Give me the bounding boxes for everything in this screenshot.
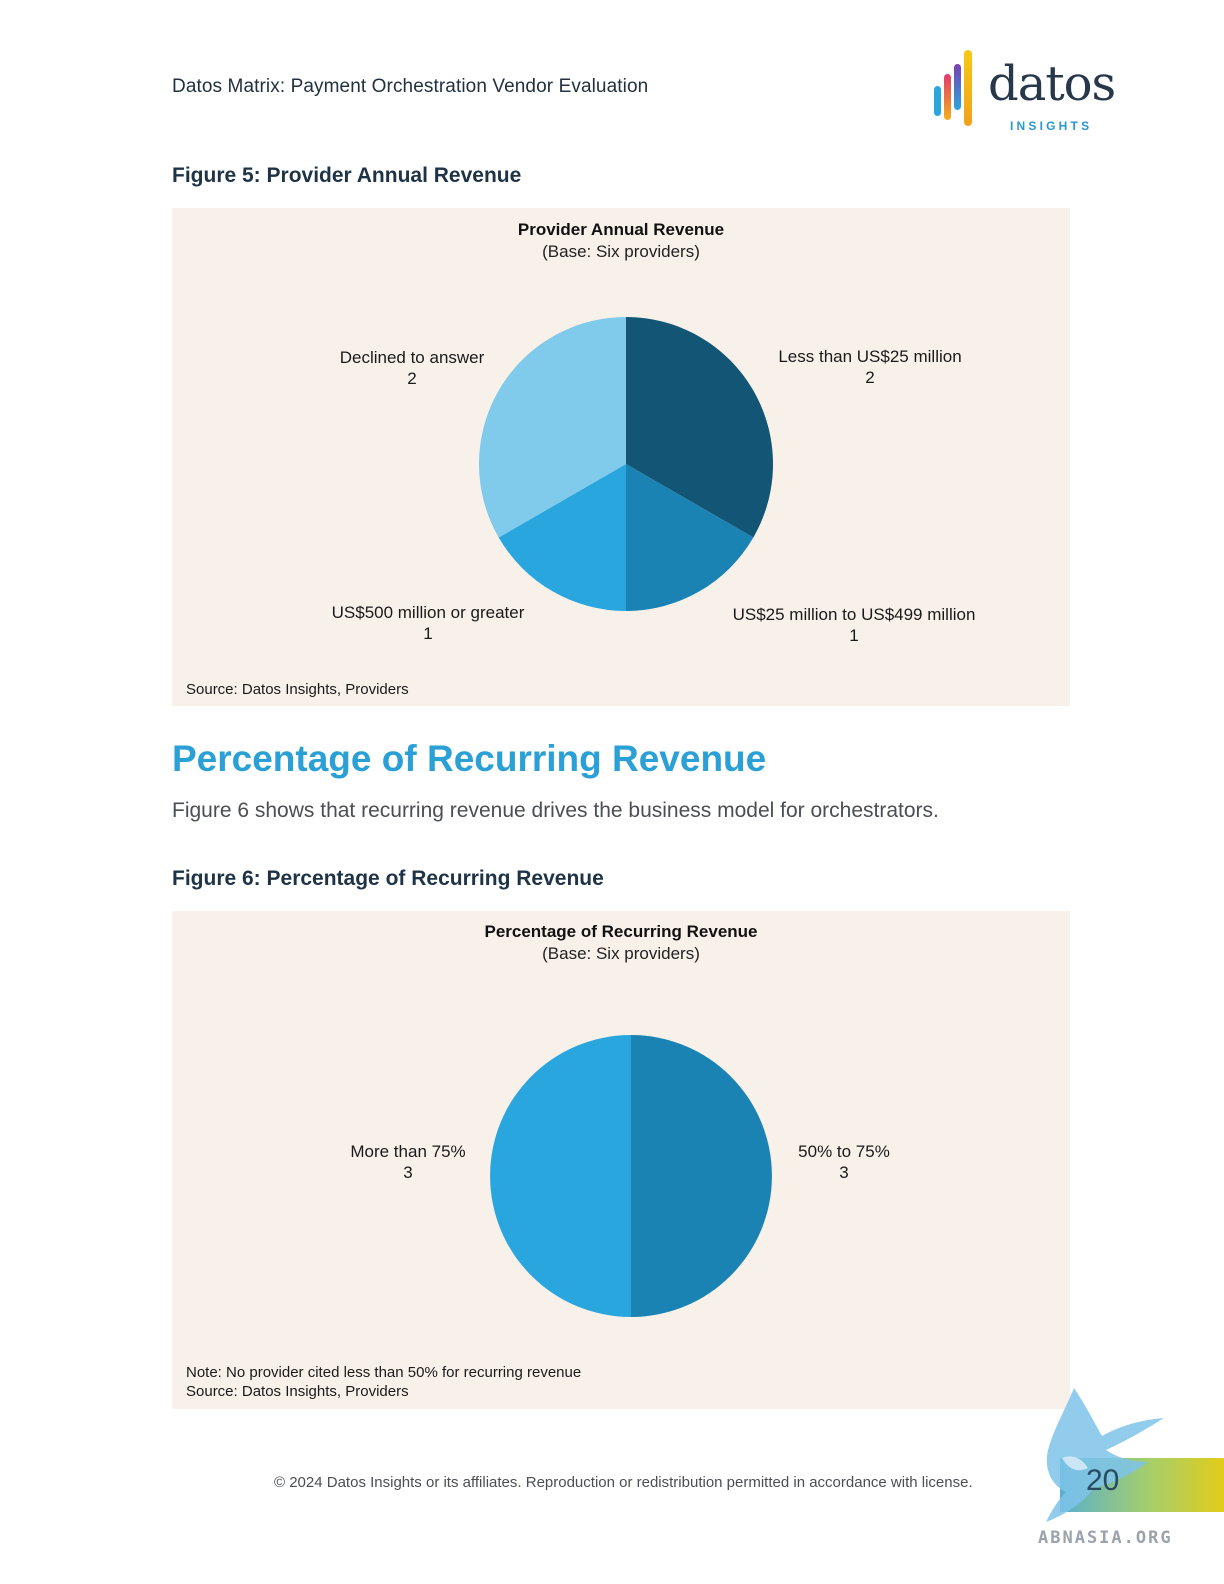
- figure6-note: Note: No provider cited less than 50% fo…: [186, 1364, 582, 1381]
- footer-copyright: © 2024 Datos Insights or its affiliates.…: [274, 1474, 973, 1491]
- bird-watermark-icon: [1046, 1388, 1164, 1522]
- figure5-source: Source: Datos Insights, Providers: [186, 681, 409, 698]
- figure6-caption: Figure 6: Percentage of Recurring Revenu…: [172, 867, 604, 890]
- slice-label-name: US$25 million to US$499 million: [732, 605, 976, 624]
- slice-label-value: 2: [407, 369, 417, 388]
- watermark-text: ABNASIA.ORG: [1038, 1528, 1173, 1548]
- datos-insights-logo: datos INSIGHTS: [932, 46, 1132, 136]
- pie-slice: [498, 464, 626, 611]
- pie-slice: [479, 317, 626, 538]
- figure6-chart-panel: Percentage of Recurring Revenue (Base: S…: [172, 911, 1070, 1409]
- slice-label-name: 50% to 75%: [798, 1142, 890, 1161]
- slice-label: US$500 million or greater 1: [332, 602, 525, 644]
- slice-label-value: 1: [849, 626, 859, 645]
- slice-label-name: Less than US$25 million: [778, 347, 962, 366]
- slice-label: 50% to 75% 3: [798, 1141, 890, 1183]
- page-number: 20: [1086, 1464, 1120, 1497]
- figure5-chart-title: Provider Annual Revenue: [517, 220, 725, 239]
- slice-label: Declined to answer 2: [340, 347, 485, 389]
- slice-label-value: 3: [839, 1163, 849, 1182]
- figure5-caption: Figure 5: Provider Annual Revenue: [172, 164, 522, 187]
- figure6-pie-chart: [490, 1035, 772, 1317]
- figure5-chart-subtitle: (Base: Six providers): [542, 242, 700, 261]
- figure6-chart-title: Percentage of Recurring Revenue: [484, 922, 758, 941]
- slice-label: More than 75% 3: [350, 1141, 465, 1183]
- pie-slice: [626, 464, 754, 611]
- slice-label: US$25 million to US$499 million 1: [733, 604, 976, 646]
- slice-label-name: Declined to answer: [339, 348, 485, 367]
- slice-label-name: US$500 million or greater: [331, 603, 525, 622]
- figure6-chart-subtitle: (Base: Six providers): [542, 944, 700, 963]
- logo-bars-icon: [934, 50, 972, 126]
- pie-slice: [490, 1035, 631, 1317]
- section-body-text: Figure 6 shows that recurring revenue dr…: [172, 799, 939, 822]
- slice-label-value: 2: [865, 368, 875, 387]
- section-heading: Percentage of Recurring Revenue: [172, 738, 767, 779]
- slice-label-value: 1: [423, 624, 433, 643]
- figure6-source: Source: Datos Insights, Providers: [186, 1383, 409, 1400]
- logo-subtext: INSIGHTS: [1010, 119, 1093, 133]
- slice-label: Less than US$25 million 2: [778, 346, 961, 388]
- figure5-chart-panel: Provider Annual Revenue (Base: Six provi…: [172, 208, 1070, 706]
- pie-slice: [626, 317, 773, 538]
- document-header-title: Datos Matrix: Payment Orchestration Vend…: [172, 76, 649, 97]
- slice-label-value: 3: [403, 1163, 413, 1182]
- figure5-pie-chart: [479, 317, 773, 611]
- logo-wordmark: datos: [988, 56, 1116, 112]
- pie-slice: [631, 1035, 772, 1317]
- slice-label-name: More than 75%: [350, 1142, 466, 1161]
